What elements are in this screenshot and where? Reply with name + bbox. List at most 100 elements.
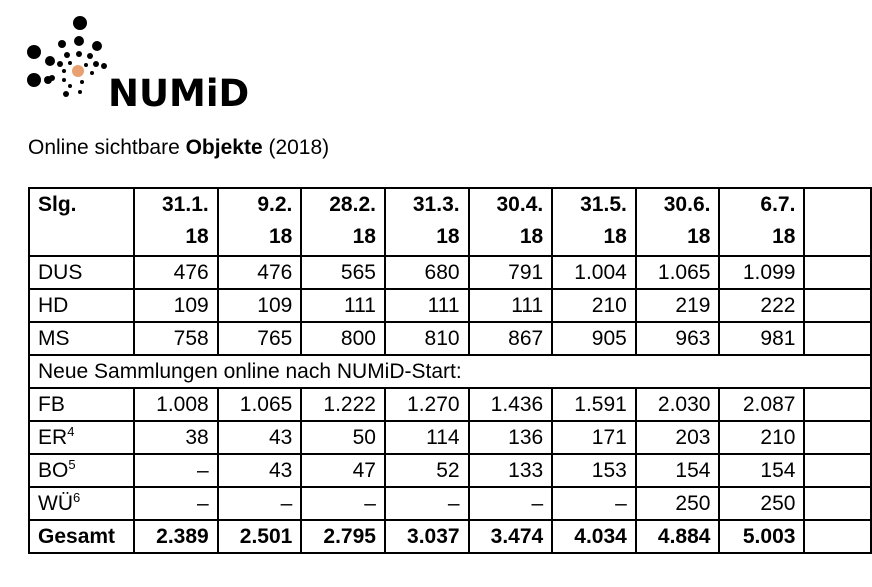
row-label: DUS: [27, 255, 136, 290]
table-cell: 1.099: [718, 255, 806, 290]
table-cell: 1.270: [383, 387, 470, 422]
date-year: 18: [603, 225, 627, 248]
date-day: 31.3.: [412, 193, 460, 216]
date-day: 30.6.: [663, 193, 711, 216]
table-cell: 3.474: [467, 519, 554, 554]
row-label-text: ER: [38, 426, 68, 449]
footnote-ref: 6: [73, 490, 81, 505]
table-cell: 154: [718, 453, 806, 488]
table-cell: 2.030: [634, 387, 721, 422]
table-cell-cutoff: [803, 387, 872, 422]
table-row: HD 109 109 111 111 111 210 219 222: [27, 288, 872, 323]
table-row: Gesamt 2.389 2.501 2.795 3.037 3.474 4.034 4.88…: [27, 519, 872, 554]
table-cell: 1.004: [551, 255, 637, 290]
table-cell: 1.008: [133, 387, 219, 422]
row-label-text: HD: [38, 294, 69, 317]
table-cell: 1.065: [634, 255, 721, 290]
table-cell: 114: [383, 420, 470, 455]
table-cell: 810: [383, 321, 470, 356]
header-date: 31.5. 18: [551, 187, 637, 257]
row-label: FB: [27, 387, 136, 422]
table-cell: 38: [133, 420, 219, 455]
table-cell: –: [216, 486, 303, 521]
date-day: 31.5.: [580, 193, 627, 216]
table-cell: 52: [383, 453, 470, 488]
table-cell: 565: [300, 255, 386, 290]
date-day: 31.1.: [162, 193, 209, 216]
row-label-text: MS: [38, 327, 70, 350]
table-cell: 171: [551, 420, 637, 455]
table-cell-cutoff: [803, 453, 872, 488]
table-cell: 2.501: [216, 519, 303, 554]
table-cell-cutoff: [803, 288, 872, 323]
table-cell: 154: [634, 453, 721, 488]
table-cell: 210: [551, 288, 637, 323]
table-cell-cutoff: [803, 255, 872, 290]
table-cell: 2.087: [718, 387, 806, 422]
table-cell: 203: [634, 420, 721, 455]
table-cell-cutoff: [803, 321, 872, 356]
table-cell: –: [551, 486, 637, 521]
table-cell: 1.591: [551, 387, 637, 422]
table-row: FB 1.008 1.065 1.222 1.270 1.436 1.591 2.030 2.0…: [27, 387, 872, 422]
section-row: Neue Sammlungen online nach NUMiD-Start:: [28, 354, 872, 389]
table-cell: –: [300, 486, 386, 521]
date-day: 6.7.: [760, 193, 796, 216]
header-date: 31.1. 18: [133, 187, 219, 257]
row-label: ER4: [27, 420, 136, 455]
table-row: WÜ6– – – – – –250 250: [27, 486, 872, 521]
row-label: WÜ6: [27, 486, 136, 521]
table-cell: 3.037: [383, 519, 470, 554]
table-cell-cutoff: [803, 519, 872, 554]
table-cell: 1.065: [216, 387, 303, 422]
table-cell: 680: [383, 255, 470, 290]
table-cell: 4.034: [551, 519, 637, 554]
table-cell: 222: [718, 288, 806, 323]
table-cell: 43: [216, 453, 303, 488]
header-label: Slg.: [27, 187, 136, 257]
table-cell: 800: [300, 321, 386, 356]
table-cell: 1.436: [467, 387, 554, 422]
table-row: MS 758 765 800 810 867 905 963 981: [27, 321, 872, 356]
table-cell: 476: [133, 255, 219, 290]
section-label: Neue Sammlungen online nach NUMiD-Start:: [28, 354, 872, 389]
header-row: Slg. 31.1. 18 9.2. 18 28.2. 18 31.3. 18 30.4. 18 31…: [27, 187, 872, 257]
table-cell: 250: [718, 486, 806, 521]
table-cell: 5.003: [718, 519, 806, 554]
table-cell: 133: [467, 453, 554, 488]
logo-dots-icon: [27, 16, 107, 97]
caption-prefix: Online sichtbare: [28, 136, 186, 159]
table-cell: 250: [634, 486, 721, 521]
table-cell: 791: [467, 255, 554, 290]
row-label: Gesamt: [27, 519, 136, 554]
table-cell: 1.222: [300, 387, 386, 422]
table-cell: 219: [634, 288, 721, 323]
table-cell: 4.884: [634, 519, 721, 554]
caption-bold: Objekte: [185, 136, 263, 159]
date-year: 18: [185, 225, 209, 248]
table-cell-cutoff: [803, 420, 872, 455]
row-label-text: BO: [38, 459, 69, 482]
table-cell: 758: [133, 321, 219, 356]
date-year: 18: [687, 225, 711, 248]
footnote-ref: 5: [68, 457, 76, 472]
header-cutoff: [803, 187, 872, 257]
table-cell: 111: [300, 288, 386, 323]
header-date: 28.2. 18: [300, 187, 386, 257]
table-cell: 867: [467, 321, 554, 356]
table-row: ER4 38 43 50 114 136 171 203 210: [27, 420, 872, 455]
table-cell: –: [467, 486, 554, 521]
table-cell: 136: [467, 420, 554, 455]
table-cell: 905: [551, 321, 637, 356]
row-label-text: WÜ: [38, 492, 73, 515]
header-date: 31.3. 18: [383, 187, 470, 257]
table-cell: –: [383, 486, 470, 521]
logo-text: NUMiD: [108, 72, 250, 115]
row-label: HD: [27, 288, 136, 323]
table-cell: 43: [216, 420, 303, 455]
row-label-text: FB: [38, 393, 65, 416]
table-cell: –: [133, 486, 219, 521]
table-row: DUS 476 476 565 680 791 1.004 1.065 1.099: [27, 255, 872, 290]
row-label: MS: [27, 321, 136, 356]
date-day: 28.2.: [329, 193, 376, 216]
